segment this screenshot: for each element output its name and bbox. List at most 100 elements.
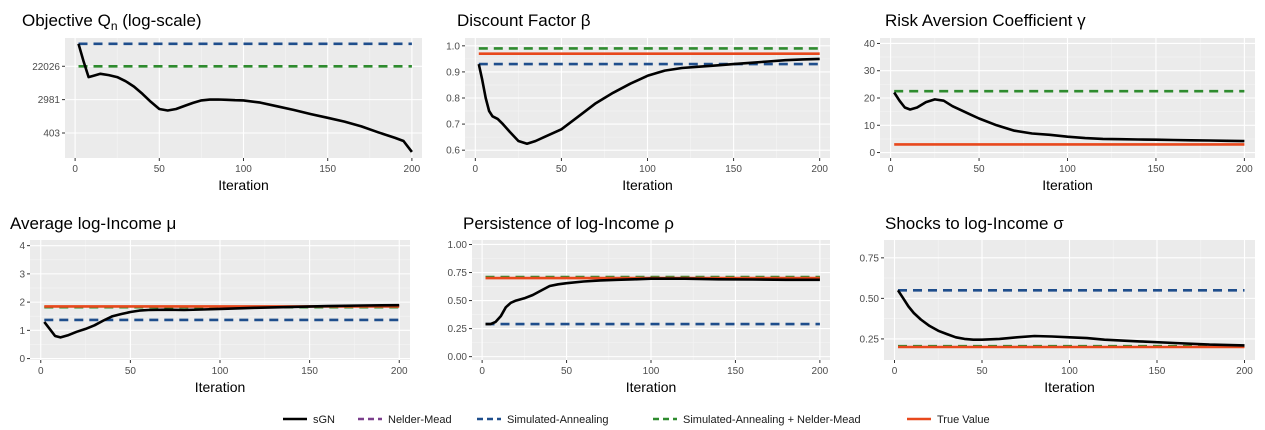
y-tick-label: 1 — [19, 326, 25, 337]
panel-title: Shocks to log-Income σ — [885, 214, 1064, 233]
legend-label-simulated_annealing: Simulated-Annealing — [507, 414, 609, 426]
series-group — [893, 89, 1245, 146]
x-tick-label: 200 — [404, 164, 421, 175]
y-tick-label: 20 — [864, 94, 876, 105]
series-line-sgn — [477, 57, 820, 145]
y-tick-label: 0.75 — [860, 253, 880, 264]
y-tick-label: 403 — [43, 128, 60, 139]
y-tick-label: 22026 — [32, 62, 60, 73]
series-line-sgn — [485, 277, 820, 326]
series-group — [77, 42, 413, 153]
panel-1: Objective Qn (log-scale) 0 50 100 150 200 403 2… — [22, 11, 422, 193]
panel-3: Risk Aversion Coefficient γ 0 50 100 150 200 0… — [864, 11, 1255, 193]
x-tick-label: 100 — [235, 164, 252, 175]
y-tick-label: 1.0 — [446, 41, 460, 52]
x-axis-label: Iteration — [218, 177, 269, 193]
x-tick-label: 200 — [1236, 366, 1253, 377]
x-tick-label: 0 — [473, 164, 479, 175]
panel-2: Discount Factor β 0 50 100 150 200 0.6 0.7 0.8 0.… — [446, 11, 830, 193]
y-tick-label: 0.9 — [446, 67, 460, 78]
gridlines — [30, 240, 410, 360]
panel-6: Shocks to log-Income σ 0 50 100 150 200 0.25 0.… — [860, 214, 1255, 395]
panel-title-subscript: n — [111, 19, 118, 33]
panel-title: Discount Factor β — [457, 11, 591, 30]
x-tick-label: 0 — [479, 366, 485, 377]
series-line-sgn — [43, 303, 400, 339]
x-tick-label: 50 — [973, 164, 985, 175]
x-tick-label: 150 — [319, 164, 336, 175]
x-tick-label: 100 — [1061, 366, 1078, 377]
x-tick-label: 0 — [72, 164, 78, 175]
gridlines — [472, 240, 830, 360]
legend-label-nelder_mead: Nelder-Mead — [388, 414, 452, 426]
y-tick-label: 1.00 — [448, 240, 468, 251]
y-tick-label: 0.50 — [448, 296, 468, 307]
x-axis-label: Iteration — [1044, 379, 1095, 395]
legend: sGN Nelder-Mead Simulated-Annealing Simulat… — [283, 414, 990, 426]
x-tick-label: 200 — [391, 366, 408, 377]
gridlines — [884, 240, 1255, 360]
x-tick-label: 150 — [301, 366, 318, 377]
x-tick-label: 50 — [561, 366, 573, 377]
y-tick-label: 0.00 — [448, 352, 468, 363]
x-tick-label: 50 — [556, 164, 568, 175]
y-tick-label: 4 — [19, 241, 25, 252]
y-tick-label: 0 — [869, 148, 875, 159]
series-group — [477, 47, 820, 145]
y-tick-label: 3 — [19, 269, 25, 280]
y-tick-label: 0.75 — [448, 268, 468, 279]
gridlines — [465, 38, 830, 158]
panel-title: Average log-Income μ — [10, 214, 176, 233]
y-tick-label: 0 — [19, 354, 25, 365]
x-tick-label: 100 — [643, 366, 660, 377]
x-axis-label: Iteration — [195, 379, 246, 395]
y-tick-label: 10 — [864, 121, 876, 132]
x-axis-label: Iteration — [1042, 177, 1093, 193]
panel-4: Average log-Income μ 0 50 100 150 200 0 1 2 3 4 Ite… — [10, 214, 410, 395]
x-tick-label: 50 — [154, 164, 166, 175]
panel-title: Objective Qn (log-scale) — [22, 11, 202, 33]
series-line-sgn — [77, 43, 413, 153]
panel-title-suffix: (log-scale) — [118, 11, 202, 30]
y-tick-label: 0.6 — [446, 146, 460, 157]
y-tick-label: 30 — [864, 66, 876, 77]
y-tick-label: 0.7 — [446, 120, 460, 131]
x-tick-label: 200 — [1236, 164, 1253, 175]
legend-label-true_value: True Value — [937, 414, 990, 426]
x-tick-label: 150 — [1148, 164, 1165, 175]
y-tick-label: 0.8 — [446, 94, 460, 105]
x-axis-label: Iteration — [622, 177, 673, 193]
x-tick-label: 200 — [811, 164, 828, 175]
panel-title: Risk Aversion Coefficient γ — [885, 11, 1086, 30]
legend-label-sa_nm: Simulated-Annealing + Nelder-Mead — [683, 414, 861, 426]
x-tick-label: 150 — [725, 164, 742, 175]
x-tick-label: 50 — [976, 366, 988, 377]
x-tick-label: 0 — [38, 366, 44, 377]
y-tick-label: 0.25 — [860, 334, 880, 345]
x-tick-label: 150 — [727, 366, 744, 377]
x-tick-label: 100 — [212, 366, 229, 377]
x-tick-label: 0 — [892, 366, 898, 377]
series-group — [485, 275, 820, 326]
series-line-sgn — [896, 289, 1245, 347]
x-tick-label: 150 — [1149, 366, 1166, 377]
y-tick-label: 2 — [19, 298, 25, 309]
series-group — [896, 288, 1245, 349]
x-tick-label: 200 — [812, 366, 829, 377]
x-tick-label: 100 — [1059, 164, 1076, 175]
y-tick-label: 0.25 — [448, 324, 468, 335]
gridlines — [880, 38, 1255, 158]
x-tick-label: 100 — [639, 164, 656, 175]
x-tick-label: 50 — [125, 366, 137, 377]
y-tick-label: 2981 — [38, 95, 61, 106]
y-tick-label: 0.50 — [860, 294, 880, 305]
y-tick-label: 40 — [864, 39, 876, 50]
panel-title: Persistence of log-Income ρ — [463, 214, 674, 233]
x-axis-label: Iteration — [626, 379, 677, 395]
x-tick-label: 0 — [888, 164, 894, 175]
panel-5: Persistence of log-Income ρ 0 50 100 150 200 0… — [448, 214, 830, 395]
series-group — [43, 303, 400, 339]
legend-label-sgn: sGN — [313, 414, 335, 426]
